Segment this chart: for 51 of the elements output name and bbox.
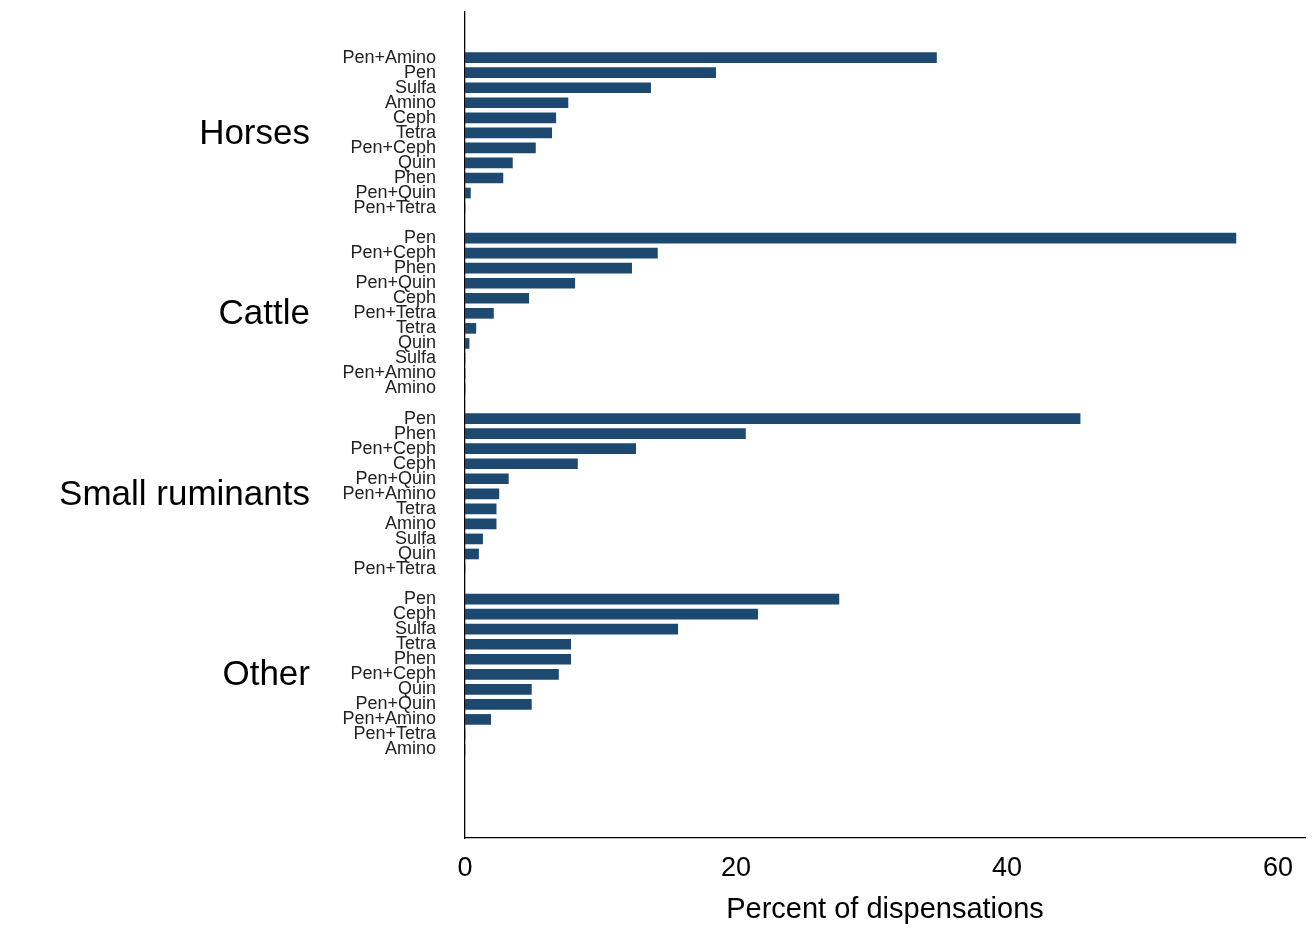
bar — [465, 307, 494, 319]
bar — [465, 684, 532, 695]
y-tick-label: Ceph — [392, 603, 436, 624]
bar — [465, 473, 509, 485]
bar — [465, 488, 500, 500]
text: Small ruminants — [58, 472, 310, 513]
y-tick-label: Amino — [384, 377, 436, 398]
bar — [465, 187, 471, 199]
bar — [465, 548, 479, 560]
bar — [465, 82, 651, 94]
x-tick-label: 0 — [457, 851, 473, 882]
bar — [465, 232, 1237, 244]
bar — [465, 503, 497, 515]
text: Cattle — [217, 292, 310, 333]
bar — [465, 142, 536, 154]
bar — [465, 277, 576, 289]
y-tick-label: Pen+Quin — [355, 272, 436, 293]
x-axis-title: Percent of dispensations — [726, 891, 1044, 924]
bar — [465, 67, 716, 79]
bar — [465, 112, 557, 124]
text: Horses — [198, 111, 310, 152]
bar — [465, 653, 572, 665]
bar — [465, 593, 840, 605]
bar — [465, 623, 679, 635]
bar — [465, 458, 578, 470]
y-tick-label: Amino — [384, 738, 436, 759]
text: Other — [221, 653, 310, 694]
bar — [465, 668, 559, 680]
bar — [465, 608, 758, 620]
bar — [465, 262, 632, 274]
bar — [465, 714, 492, 725]
x-tick-label: 60 — [1262, 851, 1293, 882]
bar — [465, 699, 532, 710]
bar — [465, 533, 483, 545]
bar — [465, 338, 470, 349]
bar — [465, 428, 746, 439]
bar — [465, 292, 530, 304]
bar — [465, 127, 553, 139]
bar — [465, 247, 658, 259]
bar — [465, 518, 497, 530]
x-tick-label: 40 — [991, 851, 1022, 882]
y-tick-label: Pen+Ceph — [350, 242, 436, 263]
bar — [465, 443, 637, 455]
bar — [465, 413, 1081, 424]
bar — [465, 172, 504, 184]
x-tick-label: 20 — [720, 851, 751, 882]
bar — [465, 638, 572, 650]
bar — [465, 97, 569, 109]
bar — [465, 52, 937, 63]
bar — [465, 323, 477, 334]
bar — [465, 157, 513, 169]
